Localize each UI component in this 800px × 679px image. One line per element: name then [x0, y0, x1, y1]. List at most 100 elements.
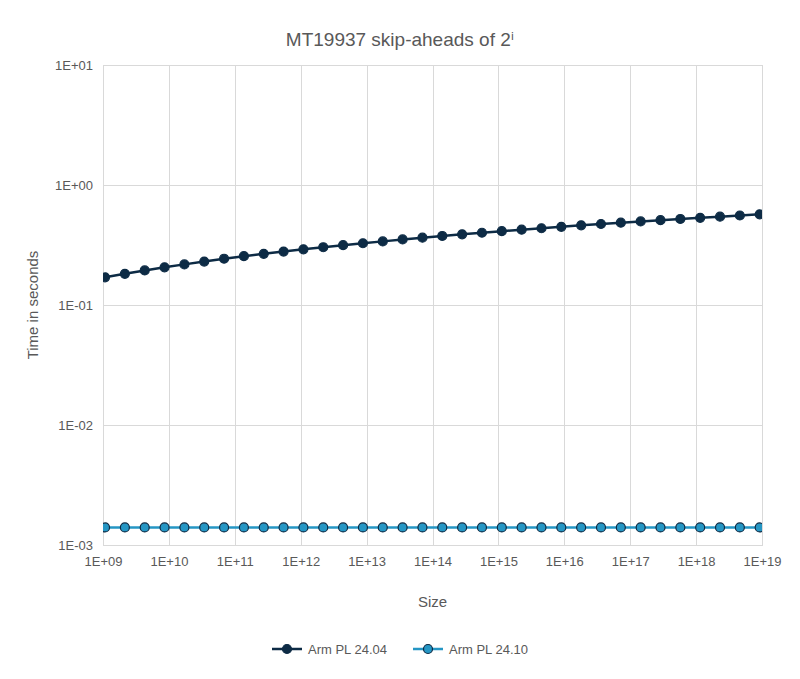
y-axis-title: Time in seconds: [24, 251, 41, 360]
x-tick: 1E+17: [612, 65, 650, 569]
marker: [497, 227, 506, 236]
marker: [398, 523, 407, 532]
marker: [537, 224, 546, 233]
marker: [279, 523, 288, 532]
x-tick: 1E+12: [282, 65, 320, 569]
x-tick-label: 1E+14: [414, 554, 452, 569]
x-axis-title: Size: [418, 593, 447, 610]
marker: [378, 523, 387, 532]
marker: [120, 269, 129, 278]
marker: [616, 218, 625, 227]
marker: [596, 220, 605, 229]
x-tick-label: 1E+15: [480, 554, 518, 569]
y-tick: 1E-02: [58, 418, 762, 433]
title: MT19937 skip-aheads of 2ⁱ: [286, 29, 514, 50]
y-tick-label: 1E+01: [55, 58, 93, 73]
marker: [517, 225, 526, 234]
y-tick: 1E-03: [58, 538, 762, 553]
plot: 1E+09 1E+10 1E+11 1E+12 1E+13 1E+14 1E+15 1E+16…: [55, 58, 781, 570]
y-grid-line: [103, 425, 762, 426]
x-tick-label: 1E+17: [612, 554, 650, 569]
marker: [755, 210, 762, 219]
y-grid-line: [103, 545, 762, 546]
marker: [676, 523, 685, 532]
y-grid-line: [103, 65, 762, 66]
y-tick-label: 1E+00: [55, 178, 93, 193]
x-tick: 1E+18: [678, 65, 716, 569]
chart: 1E+09 1E+10 1E+11 1E+12 1E+13 1E+14 1E+15 1E+16…: [0, 0, 800, 679]
series-area: [103, 210, 762, 532]
marker: [418, 523, 427, 532]
marker: [140, 266, 149, 275]
marker: [438, 523, 447, 532]
marker: [477, 523, 486, 532]
legend-item: Arm PL 24.10: [413, 642, 528, 657]
marker: [755, 523, 762, 532]
marker: [696, 213, 705, 222]
x-tick: 1E+16: [546, 65, 584, 569]
x-tick-label: 1E+10: [150, 554, 188, 569]
marker: [239, 523, 248, 532]
marker: [103, 523, 110, 532]
marker: [120, 523, 129, 532]
marker: [557, 222, 566, 231]
y-grid-line: [103, 185, 762, 186]
marker: [636, 523, 645, 532]
marker: [636, 217, 645, 226]
marker: [299, 245, 308, 254]
x-tick: 1E+19: [744, 65, 782, 569]
marker: [319, 243, 328, 252]
marker: [596, 523, 605, 532]
x-tick: 1E+14: [414, 65, 452, 569]
marker: [676, 214, 685, 223]
marker: [716, 212, 725, 221]
y-tick-label: 1E-01: [58, 298, 93, 313]
marker: [200, 523, 209, 532]
marker: [577, 523, 586, 532]
y-grid-line: [103, 305, 762, 306]
marker: [160, 263, 169, 272]
marker: [339, 523, 348, 532]
marker: [577, 221, 586, 230]
legend-marker: [424, 645, 433, 654]
marker: [497, 523, 506, 532]
x-tick-label: 1E+13: [348, 554, 386, 569]
legend: Arm PL 24.04 Arm PL 24.10: [272, 642, 528, 657]
marker: [140, 523, 149, 532]
y-tick: 1E+00: [55, 178, 762, 193]
x-tick: 1E+11: [217, 65, 254, 569]
marker: [103, 273, 110, 282]
marker: [358, 239, 367, 248]
y-tick: 1E+01: [55, 58, 762, 73]
marker: [418, 233, 427, 242]
x-axis-line: [104, 545, 763, 546]
marker: [458, 230, 467, 239]
marker: [279, 247, 288, 256]
marker: [220, 254, 229, 263]
legend-marker: [282, 645, 291, 654]
legend-item: Arm PL 24.04: [272, 642, 387, 657]
marker: [160, 523, 169, 532]
x-tick: 1E+09: [85, 65, 123, 569]
marker: [477, 228, 486, 237]
marker: [259, 249, 268, 258]
marker: [656, 523, 665, 532]
legend-label: Arm PL 24.10: [449, 642, 528, 657]
marker: [458, 523, 467, 532]
marker: [299, 523, 308, 532]
x-tick-label: 1E+18: [678, 554, 716, 569]
x-tick-label: 1E+16: [546, 554, 584, 569]
marker: [735, 211, 744, 220]
x-tick: 1E+10: [150, 65, 188, 569]
y-axis: 1E-03 1E-02 1E-01 1E+00 1E+01: [55, 58, 762, 553]
series-line: [105, 214, 760, 277]
marker: [339, 241, 348, 250]
y-tick: 1E-01: [58, 298, 762, 313]
x-tick-label: 1E+12: [282, 554, 320, 569]
y-tick-label: 1E-03: [58, 538, 93, 553]
x-tick: 1E+15: [480, 65, 518, 569]
marker: [358, 523, 367, 532]
y-tick-label: 1E-02: [58, 418, 93, 433]
marker: [180, 260, 189, 269]
marker: [716, 523, 725, 532]
